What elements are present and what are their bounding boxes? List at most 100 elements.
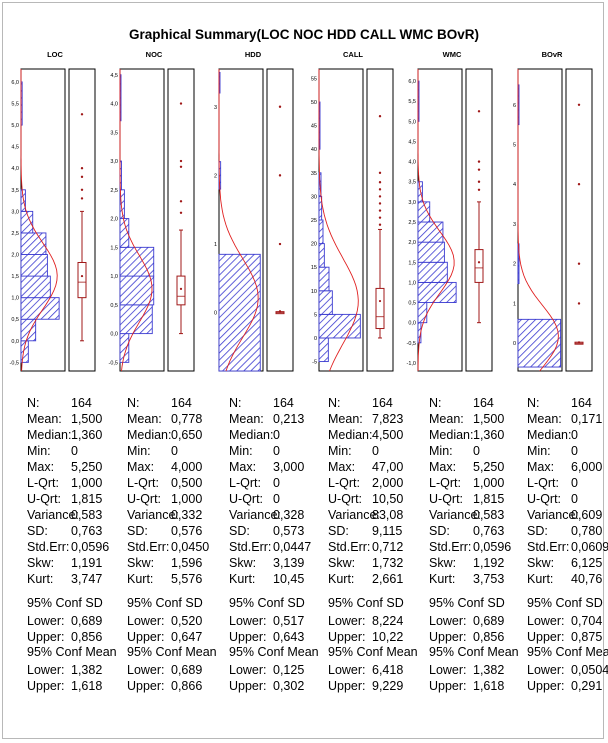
tick-label: 1 (513, 301, 516, 307)
stat-label: Max: (229, 460, 257, 474)
stat-value: 2,661 (372, 572, 404, 586)
histogram-bar (20, 297, 60, 320)
stat-value: 1,382 (71, 663, 103, 677)
mean-marker (80, 274, 84, 278)
stat-value: 40,76 (571, 572, 603, 586)
histogram-bar (417, 221, 444, 243)
stat-value: 5,250 (71, 460, 103, 474)
stat-value: 1,382 (473, 663, 505, 677)
stat-label: Std.Err: (527, 540, 570, 554)
stat-label: SD: (27, 524, 48, 538)
stat-label: Mean: (27, 412, 62, 426)
panel-title-loc: LOC (47, 50, 63, 59)
stat-label: Skw: (328, 556, 356, 570)
mean-marker (278, 310, 282, 313)
stat-value: 0,213 (273, 412, 305, 426)
outlier-point (477, 168, 481, 171)
histogram-bar (318, 266, 330, 292)
outlier-point (378, 216, 382, 219)
histogram-bar (517, 318, 562, 368)
stat-label: Upper: (527, 630, 565, 644)
tick-label: -0,5 (10, 360, 19, 366)
stat-value: 1,618 (71, 679, 103, 693)
histogram-bar (119, 275, 155, 306)
tick-label: -0,5 (407, 341, 416, 347)
panel-title-hdd: HDD (245, 50, 262, 59)
stat-value: 0,609 (571, 508, 603, 522)
chart-area: Graphical Summary(LOC NOC HDD CALL WMC B… (10, 27, 593, 372)
conf-mean-header: 95% Conf Mean (328, 645, 418, 659)
tick-label: 0 (513, 341, 516, 347)
stat-value: 0,583 (473, 508, 505, 522)
boxplot-panel (266, 68, 294, 372)
tick-label: 30 (311, 194, 317, 200)
stat-label: Lower: (27, 663, 65, 677)
stat-value: 0 (273, 444, 280, 458)
stat-value: 0,778 (171, 412, 203, 426)
outlier-point (278, 174, 282, 177)
stat-label: Skw: (127, 556, 155, 570)
tick-label: 2,5 (11, 231, 19, 237)
tick-label: 55 (311, 76, 317, 82)
stat-value: 0 (571, 444, 578, 458)
stat-value: 0 (71, 444, 78, 458)
tick-label: 1,0 (110, 274, 118, 280)
stat-label: Variance: (429, 508, 481, 522)
stat-label: Upper: (127, 679, 165, 693)
histogram-bar (119, 333, 130, 363)
tick-label: 3,5 (408, 180, 416, 186)
stat-label: Median: (27, 428, 72, 442)
conf-sd-header: 95% Conf SD (229, 596, 305, 610)
tick-label: 3,0 (11, 209, 19, 215)
tick-label: 3,5 (11, 188, 19, 194)
stat-label: Upper: (328, 630, 366, 644)
conf-mean-header: 95% Conf Mean (429, 645, 519, 659)
stat-value: 0,291 (571, 679, 603, 693)
iqr-box (77, 261, 87, 299)
stat-label: Upper: (527, 679, 565, 693)
outlier-point (179, 159, 183, 163)
stat-value: 0,0447 (273, 540, 312, 554)
stat-value: 0 (571, 428, 578, 442)
stat-label: U-Qrt: (527, 492, 562, 506)
stat-label: Variance: (229, 508, 281, 522)
outlier-point (80, 197, 84, 200)
stat-value: 3,000 (273, 460, 305, 474)
stat-value: 1,000 (71, 476, 103, 490)
stat-label: Lower: (127, 663, 165, 677)
tick-label: 0 (214, 311, 217, 317)
conf-mean-header: 95% Conf Mean (27, 645, 117, 659)
stat-value: 0,0609 (571, 540, 608, 554)
boxplot-panel (565, 68, 593, 372)
outlier-point (477, 180, 481, 183)
stat-label: N: (527, 396, 540, 410)
stat-label: Upper: (127, 630, 165, 644)
tick-label: 2,5 (110, 188, 118, 194)
tick-label: 20 (311, 242, 317, 248)
tick-label: 3 (214, 105, 217, 111)
stat-value: 1,815 (473, 492, 505, 506)
tick-label: 2,5 (408, 220, 416, 226)
outlier-point (477, 188, 481, 191)
stat-value: 10,22 (372, 630, 404, 644)
stat-label: Lower: (429, 614, 467, 628)
tick-label: 5 (314, 312, 317, 318)
stat-value: 164 (273, 396, 294, 410)
panel-title-bovr: BOvR (542, 50, 563, 59)
tick-label: 5 (513, 143, 516, 149)
stat-value: 0,856 (473, 630, 505, 644)
iqr-box (176, 275, 186, 306)
stat-label: Upper: (229, 630, 267, 644)
panel-title-call: CALL (343, 50, 363, 59)
stat-label: Lower: (229, 663, 267, 677)
stat-value: 0,125 (273, 663, 305, 677)
stat-value: 0,689 (171, 663, 203, 677)
tick-label: 1,5 (110, 245, 118, 251)
stat-label: Lower: (127, 614, 165, 628)
stat-value: 0 (171, 444, 178, 458)
stat-value: 1,500 (473, 412, 505, 426)
stat-label: Lower: (27, 614, 65, 628)
outlier-point (378, 195, 382, 198)
stat-value: 0 (273, 428, 280, 442)
conf-sd-header: 95% Conf SD (127, 596, 203, 610)
